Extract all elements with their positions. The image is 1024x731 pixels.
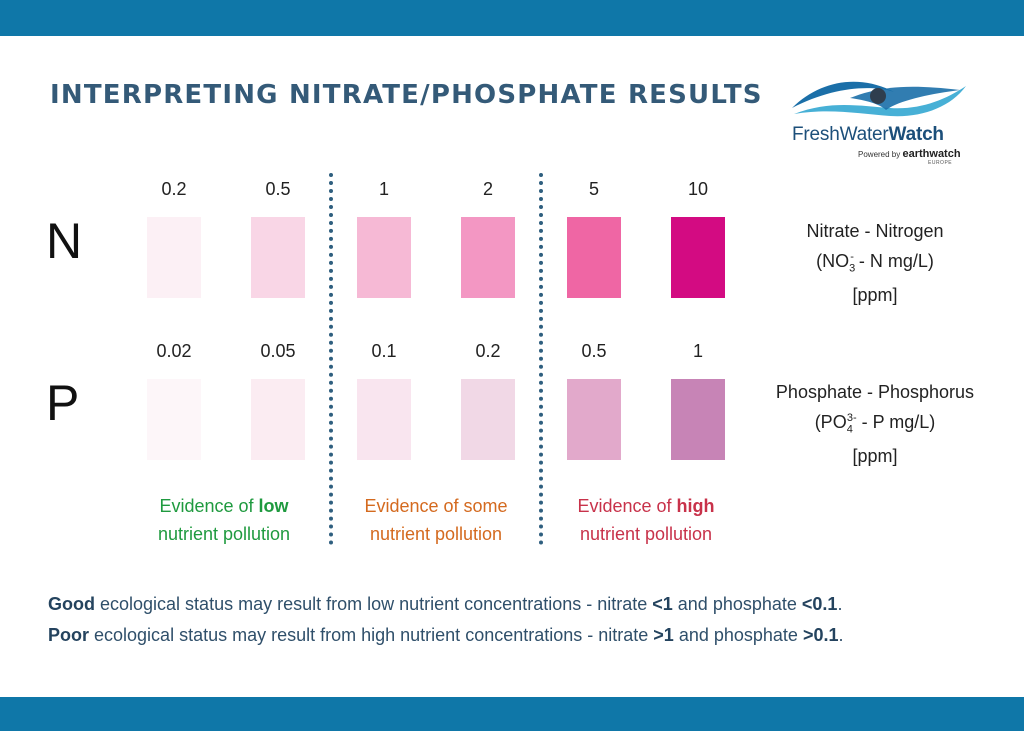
phosphate-unit-line2: (PO43- - P mg/L) [755, 405, 995, 443]
phosphate-swatch [461, 379, 515, 460]
nitrate-unit-text: - N mg/L) [853, 251, 934, 271]
evidence-low-line2: nutrient pollution [157, 524, 291, 544]
nitrate-superscript: - [850, 251, 854, 263]
nitrate-swatch [251, 217, 305, 298]
freshwaterwatch-logo: FreshWaterWatch Powered by earthwatch EU… [790, 72, 970, 168]
brand-bold: Watch [888, 124, 944, 145]
nitrate-value: 10 [687, 179, 709, 199]
nitrate-unit-line1: Nitrate - Nitrogen [806, 221, 944, 241]
nitrate-subscript: 3 [849, 262, 856, 275]
poor-status-end: . [838, 625, 844, 645]
nitrate-swatch [671, 217, 725, 298]
divider-some-high [539, 173, 543, 545]
evidence-high-line1: Evidence of high [546, 492, 746, 520]
evidence-some-line1: Evidence of some [364, 496, 508, 516]
earthwatch-text: earthwatch [902, 148, 961, 160]
bottom-band [0, 697, 1024, 731]
good-status-mid: and phosphate [672, 594, 802, 614]
evidence-low-line1: Evidence of low [124, 492, 324, 520]
nitrate-value: 0.2 [161, 179, 187, 199]
phosphate-formula: (PO [814, 412, 847, 432]
powered-by-text: Powered by [858, 150, 901, 159]
good-status-end: . [837, 594, 843, 614]
top-band [0, 0, 1024, 36]
good-status-bold: Good [48, 594, 95, 614]
wave-logo-icon [792, 81, 966, 117]
nitrate-unit-line3: [ppm] [852, 284, 898, 305]
evidence-low-bold: low [258, 496, 289, 516]
poor-status-statement: Poor ecological status may result from h… [48, 625, 844, 646]
phosphate-value: 0.02 [156, 341, 192, 361]
nitrate-value: 0.5 [265, 179, 291, 199]
phosphate-value: 0.1 [371, 341, 397, 361]
evidence-low-pre: Evidence of [159, 496, 259, 516]
good-status-nitrate: <1 [652, 594, 673, 614]
good-status-statement: Good ecological status may result from l… [48, 594, 842, 615]
phosphate-swatch [671, 379, 725, 460]
nitrate-swatch [357, 217, 411, 298]
phosphate-swatch [251, 379, 305, 460]
brand-regular: FreshWater [792, 124, 889, 145]
phosphate-unit-label: Phosphate - Phosphorus (PO43- - P mg/L) … [755, 379, 995, 469]
evidence-high-bold: high [676, 496, 715, 516]
nitrate-formula: (NO [816, 251, 850, 271]
phosphate-swatch [567, 379, 621, 460]
nitrate-value: 1 [378, 179, 389, 199]
poor-status-text: ecological status may result from high n… [89, 625, 654, 645]
brand-name: FreshWaterWatch [792, 124, 944, 146]
nitrate-value: 5 [588, 179, 599, 199]
nitrate-value: 2 [482, 179, 493, 199]
phosphate-letter: P [46, 375, 80, 431]
phosphate-subscript: 4 [846, 423, 853, 436]
divider-low-some [329, 173, 333, 545]
evidence-high-line2: nutrient pollution [579, 524, 713, 544]
evidence-some-line2: nutrient pollution [369, 524, 503, 544]
evidence-high-label: Evidence of high nutrient pollution [546, 492, 746, 548]
phosphate-superscript: 3- [846, 412, 857, 424]
phosphate-swatch [147, 379, 201, 460]
nitrate-unit-label: Nitrate - Nitrogen (NO3- - N mg/L) [ppm] [755, 218, 995, 308]
phosphate-value: 0.5 [581, 341, 607, 361]
region-text: EUROPE [928, 160, 953, 166]
good-status-text: ecological status may result from low nu… [95, 594, 653, 614]
phosphate-unit-text: - P mg/L) [856, 412, 936, 432]
poor-status-nitrate: >1 [653, 625, 674, 645]
powered-by: Powered by earthwatch [858, 148, 961, 160]
poor-status-mid: and phosphate [673, 625, 803, 645]
nitrate-unit-line2: (NO3- - N mg/L) [755, 244, 995, 282]
good-status-phosphate: <0.1 [801, 594, 838, 614]
phosphate-value: 0.2 [475, 341, 501, 361]
nitrate-swatch [461, 217, 515, 298]
poor-status-bold: Poor [48, 625, 90, 645]
phosphate-value: 0.05 [260, 341, 296, 361]
nitrate-swatch [147, 217, 201, 298]
evidence-high-pre: Evidence of [577, 496, 677, 516]
nitrate-swatch [567, 217, 621, 298]
evidence-low-label: Evidence of low nutrient pollution [124, 492, 324, 548]
evidence-some-label: Evidence of some nutrient pollution [336, 492, 536, 548]
phosphate-swatch [357, 379, 411, 460]
phosphate-unit-line1: Phosphate - Phosphorus [775, 382, 975, 402]
poor-status-phosphate: >0.1 [802, 625, 839, 645]
nitrate-letter: N [46, 213, 83, 269]
phosphate-value: 1 [692, 341, 703, 361]
phosphate-unit-line3: [ppm] [852, 445, 898, 466]
page-title: INTERPRETING NITRATE/PHOSPHATE RESULTS [50, 80, 763, 110]
